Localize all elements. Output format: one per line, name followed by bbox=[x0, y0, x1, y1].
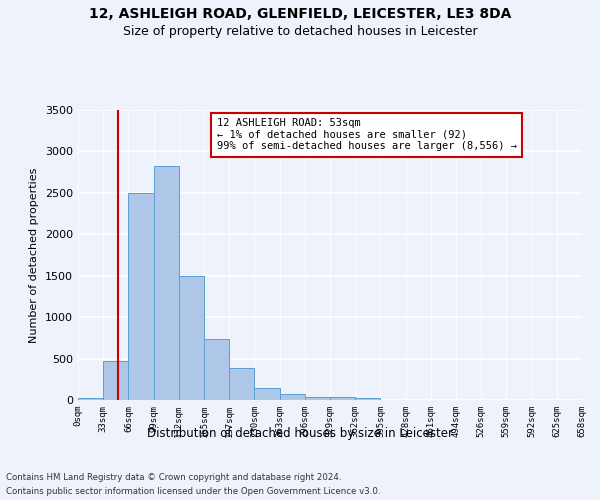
Bar bbox=[254, 388, 280, 400]
Bar bbox=[128, 193, 154, 400]
Bar bbox=[78, 398, 103, 400]
Y-axis label: Number of detached properties: Number of detached properties bbox=[29, 168, 40, 342]
Text: Size of property relative to detached houses in Leicester: Size of property relative to detached ho… bbox=[122, 25, 478, 38]
Bar bbox=[229, 368, 254, 400]
Bar bbox=[330, 396, 355, 400]
Bar bbox=[280, 394, 305, 400]
Bar bbox=[179, 276, 204, 400]
Bar bbox=[355, 398, 380, 400]
Bar bbox=[103, 361, 128, 400]
Text: Distribution of detached houses by size in Leicester: Distribution of detached houses by size … bbox=[147, 428, 453, 440]
Text: 12, ASHLEIGH ROAD, GLENFIELD, LEICESTER, LE3 8DA: 12, ASHLEIGH ROAD, GLENFIELD, LEICESTER,… bbox=[89, 8, 511, 22]
Bar bbox=[305, 396, 330, 400]
Bar bbox=[154, 166, 179, 400]
Text: 12 ASHLEIGH ROAD: 53sqm
← 1% of detached houses are smaller (92)
99% of semi-det: 12 ASHLEIGH ROAD: 53sqm ← 1% of detached… bbox=[217, 118, 517, 152]
Text: Contains public sector information licensed under the Open Government Licence v3: Contains public sector information licen… bbox=[6, 488, 380, 496]
Text: Contains HM Land Registry data © Crown copyright and database right 2024.: Contains HM Land Registry data © Crown c… bbox=[6, 472, 341, 482]
Bar bbox=[204, 338, 229, 400]
